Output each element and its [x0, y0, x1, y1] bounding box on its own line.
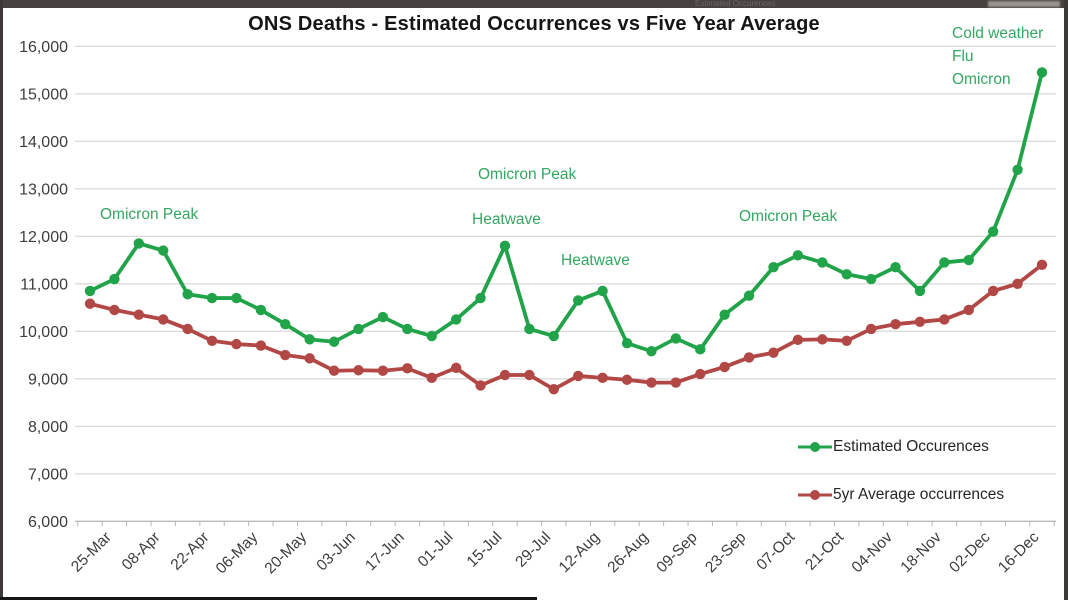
annotation-omicron: Omicron	[952, 71, 1011, 88]
svg-text:03-Jun: 03-Jun	[313, 529, 359, 575]
window-bottom-border	[0, 597, 537, 600]
svg-text:16,000: 16,000	[19, 39, 68, 56]
svg-text:16-Dec: 16-Dec	[995, 529, 1043, 577]
svg-text:10,000: 10,000	[19, 324, 68, 341]
svg-text:21-Oct: 21-Oct	[802, 528, 847, 573]
svg-text:01-Jul: 01-Jul	[415, 529, 457, 571]
svg-text:26-Aug: 26-Aug	[604, 529, 651, 576]
svg-text:12-Aug: 12-Aug	[556, 529, 603, 576]
window-right-border	[1064, 0, 1068, 600]
svg-text:09-Sep: 09-Sep	[653, 529, 700, 576]
svg-text:8,000: 8,000	[28, 419, 68, 436]
svg-text:9,000: 9,000	[28, 371, 68, 388]
svg-text:25-Mar: 25-Mar	[68, 529, 115, 576]
annotation-heatwave-july: Heatwave	[472, 211, 541, 228]
svg-text:6,000: 6,000	[28, 514, 68, 531]
svg-text:08-Apr: 08-Apr	[119, 529, 164, 574]
ghost-window-title	[988, 1, 1060, 7]
svg-text:04-Nov: 04-Nov	[849, 529, 897, 577]
legend-label-estimated-occurences: Estimated Occurences	[833, 438, 989, 455]
window-left-border	[0, 0, 3, 600]
svg-text:12,000: 12,000	[19, 229, 68, 246]
legend-item-5yr-average: 5yr Average occurrences	[797, 486, 1004, 504]
svg-text:06-May: 06-May	[213, 529, 262, 578]
svg-text:15,000: 15,000	[19, 86, 68, 103]
annotation-omicron-peak-april: Omicron Peak	[100, 206, 199, 223]
legend-marker-5yr-average-icon	[798, 490, 832, 500]
svg-text:07-Oct: 07-Oct	[753, 528, 798, 573]
annotation-heatwave-august: Heatwave	[561, 252, 630, 269]
svg-text:20-May: 20-May	[262, 529, 311, 578]
svg-text:15-Jul: 15-Jul	[464, 529, 506, 571]
svg-text:17-Jun: 17-Jun	[362, 529, 408, 575]
background-window-strip: Estimated Occurences	[0, 0, 1068, 8]
svg-text:02-Dec: 02-Dec	[946, 529, 994, 577]
chart-title: ONS Deaths - Estimated Occurrences vs Fi…	[248, 13, 820, 35]
legend-marker-estimated-icon	[798, 442, 832, 452]
svg-text:7,000: 7,000	[28, 466, 68, 483]
annotation-omicron-peak-october: Omicron Peak	[739, 208, 838, 225]
annotation-flu: Flu	[952, 48, 974, 65]
svg-text:13,000: 13,000	[19, 181, 68, 198]
svg-text:18-Nov: 18-Nov	[897, 529, 945, 577]
legend-item-estimated-occurences: Estimated Occurences	[797, 438, 1004, 456]
ghost-legend-text: Estimated Occurences	[695, 0, 776, 8]
annotation-cold-weather: Cold weather	[952, 25, 1044, 42]
legend-label-5yr-average: 5yr Average occurrences	[833, 486, 1005, 503]
annotation-omicron-peak-july: Omicron Peak	[478, 166, 577, 183]
svg-text:11,000: 11,000	[20, 276, 68, 293]
svg-text:22-Apr: 22-Apr	[168, 529, 213, 574]
svg-text:23-Sep: 23-Sep	[702, 529, 749, 576]
svg-text:14,000: 14,000	[19, 134, 68, 151]
svg-text:29-Jul: 29-Jul	[512, 529, 554, 571]
chart-legend: Estimated Occurences 5yr Average occurre…	[797, 438, 1004, 504]
